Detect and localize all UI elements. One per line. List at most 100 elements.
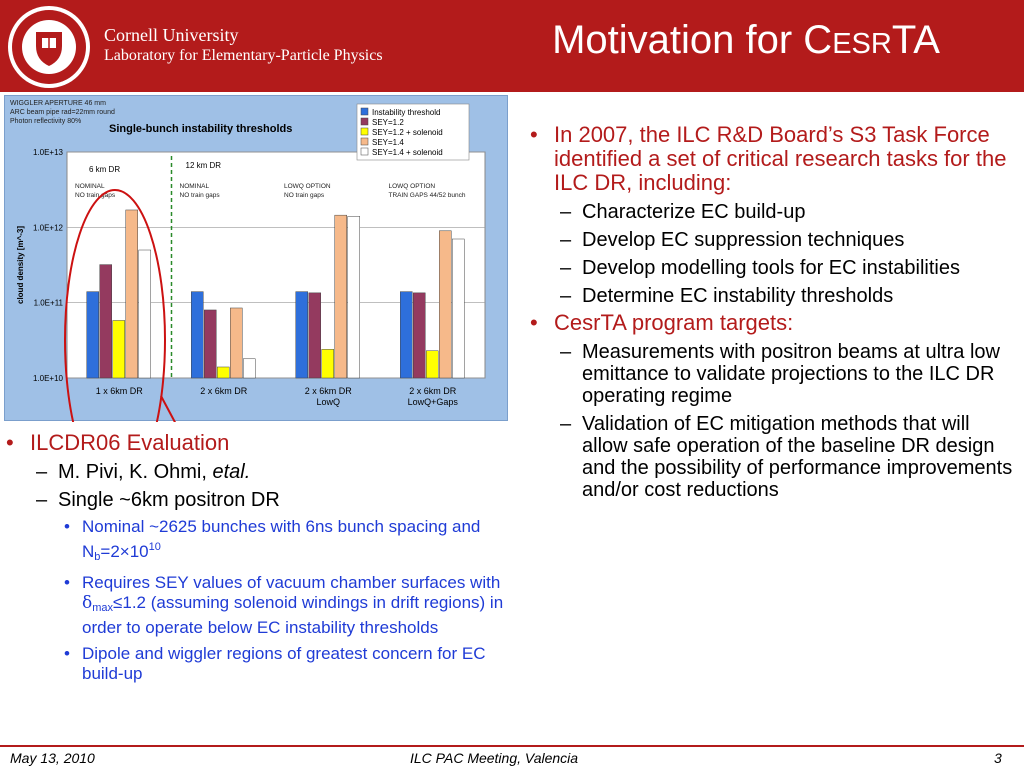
footer-page-number: 3 — [994, 750, 1002, 766]
category-note: NO train gaps — [180, 192, 221, 199]
bar — [217, 366, 230, 379]
legend-swatch — [360, 107, 369, 116]
right-sub-bullet: – Characterize EC build-up — [560, 201, 806, 223]
nominal-text: Nominal ~2625 bunches with 6ns bunch spa… — [82, 517, 481, 561]
legend-swatch — [360, 147, 369, 156]
nominal-mid: =2×10 — [100, 542, 149, 561]
bar — [452, 238, 465, 379]
heading-text: ILCDR06 Evaluation — [30, 430, 230, 455]
legend-box — [356, 103, 470, 161]
bar — [439, 230, 452, 379]
authors-text: M. Pivi, K. Ohmi, — [58, 461, 213, 483]
bar — [230, 307, 243, 379]
right-sub-bullet-text: Develop modelling tools for EC instabili… — [582, 257, 960, 279]
legend-swatch — [360, 117, 369, 126]
cornell-seal-icon — [8, 6, 90, 88]
y-tick-label: 1.0E+13 — [33, 148, 64, 157]
right-sub-bullet-text: Develop EC suppression techniques — [582, 229, 905, 251]
footer-date: May 13, 2010 — [10, 750, 95, 766]
bar — [334, 214, 347, 379]
right-bullet: • CesrTA program targets: — [530, 310, 794, 335]
dr-text: Single ~6km positron DR — [58, 489, 280, 511]
bar — [426, 350, 439, 379]
legend-entry: Instability threshold — [372, 108, 440, 117]
right-sub-bullet: – Determine EC instability thresholds — [560, 285, 894, 307]
sey-post: ≤1.2 (assuming solenoid windings in drif… — [82, 593, 504, 637]
chart-title: Single-bunch instability thresholds — [109, 123, 292, 135]
sub-bullet-dr: – Single ~6km positron DR — [36, 489, 280, 511]
y-tick-label: 1.0E+12 — [33, 223, 64, 232]
sey-sub: max — [92, 602, 114, 614]
category-note: NO train gaps — [284, 192, 325, 199]
org-line-1: Cornell University — [104, 25, 239, 45]
left-bullets: • ILCDR06 Evaluation – M. Pivi, K. Ohmi, e… — [0, 431, 510, 684]
right-sub-bullet: – Validation of EC mitigation methods tha… — [560, 413, 1013, 501]
sey-pre: Requires SEY values of vacuum chamber su… — [82, 573, 501, 592]
org-line-2: Laboratory for Elementary-Particle Physi… — [104, 47, 383, 64]
right-bullet: • In 2007, the ILC R&D Board’s S3 Task Fo… — [530, 122, 1007, 195]
bar — [413, 292, 426, 379]
category-note: LOWQ OPTION — [389, 183, 436, 190]
category-note: NOMINAL — [75, 183, 105, 190]
category-label: 2 x 6km DR — [305, 386, 353, 396]
point-nominal: • Nominal ~2625 bunches with 6ns bunch sp… — [64, 517, 481, 563]
legend-entry: SEY=1.2 + solenoid — [372, 128, 443, 137]
pointer-arrow — [160, 395, 176, 422]
bar — [99, 264, 112, 379]
legend-swatch — [360, 137, 369, 146]
category-note: NO train gaps — [75, 192, 116, 199]
bar — [295, 291, 308, 379]
bar — [138, 249, 151, 379]
sub-bullet-authors: – M. Pivi, K. Ohmi, etal. — [36, 461, 251, 483]
bar — [308, 292, 321, 379]
etal-text: etal. — [212, 461, 251, 483]
category-note: TRAIN GAPS 44/52 bunch — [389, 192, 466, 199]
instability-chart: WIGGLER APERTURE 46 mm ARC beam pipe rad=… — [4, 95, 508, 422]
delta-symbol: δ — [82, 593, 93, 613]
bar — [191, 291, 204, 379]
chart-note: Photon reflectivity 80% — [10, 118, 81, 125]
title-smallcaps: ESR — [832, 28, 892, 60]
category-note: NOMINAL — [180, 183, 210, 190]
y-axis-label: cloud density [m^-3] — [16, 226, 25, 304]
legend-swatch — [360, 127, 369, 136]
title-main: Motivation for C — [552, 18, 833, 62]
category-label: 1 x 6km DR — [96, 386, 144, 396]
chart-note: ARC beam pipe rad=22mm round — [10, 109, 115, 116]
right-bullets: • In 2007, the ILC R&D Board’s S3 Task Fo… — [524, 122, 1020, 502]
slide-title: Motivation for CESRTA — [552, 18, 940, 63]
category-label: LowQ+Gaps — [408, 397, 459, 407]
category-label: 2 x 6km DR — [409, 386, 457, 396]
organization-name: Cornell University Laboratory for Elemen… — [104, 24, 383, 66]
y-tick-label: 1.0E+10 — [33, 374, 64, 383]
category-note: LOWQ OPTION — [284, 183, 331, 190]
chart-svg: WIGGLER APERTURE 46 mm ARC beam pipe rad=… — [10, 100, 486, 422]
footer-event: ILC PAC Meeting, Valencia — [410, 750, 579, 766]
title-end: TA — [891, 18, 940, 62]
dipole-text: Dipole and wiggler regions of greatest c… — [82, 644, 486, 683]
bar — [204, 309, 217, 379]
right-sub-bullet-text: Validation of EC mitigation methods that… — [582, 413, 1013, 501]
bar — [125, 209, 138, 379]
nominal-sub: b — [94, 551, 101, 563]
legend-entry: SEY=1.2 — [372, 118, 404, 127]
bullet-ilcdr06: • ILCDR06 Evaluation — [6, 430, 230, 455]
point-dipole: • Dipole and wiggler regions of greatest … — [64, 644, 486, 683]
right-bullet-text: CesrTA program targets: — [554, 310, 794, 335]
highlight-ellipse — [64, 189, 166, 422]
group-label: 6 km DR — [89, 165, 120, 174]
right-sub-bullet: – Develop modelling tools for EC instabil… — [560, 257, 960, 279]
right-sub-bullet: – Develop EC suppression techniques — [560, 229, 905, 251]
nominal-sup: 10 — [148, 541, 161, 553]
footer-divider — [0, 745, 1024, 747]
group-label: 12 km DR — [186, 161, 222, 170]
bar — [400, 291, 413, 379]
right-sub-bullet-text: Characterize EC build-up — [582, 201, 806, 223]
right-sub-bullet-text: Measurements with positron beams at ultr… — [582, 341, 1000, 407]
bar — [112, 320, 125, 379]
bar — [243, 358, 256, 379]
right-sub-bullet: – Measurements with positron beams at ult… — [560, 341, 1000, 407]
right-bullet-text: In 2007, the ILC R&D Board’s S3 Task For… — [554, 122, 1007, 195]
y-tick-label: 1.0E+11 — [34, 299, 64, 308]
chart-note: WIGGLER APERTURE 46 mm — [10, 100, 106, 107]
